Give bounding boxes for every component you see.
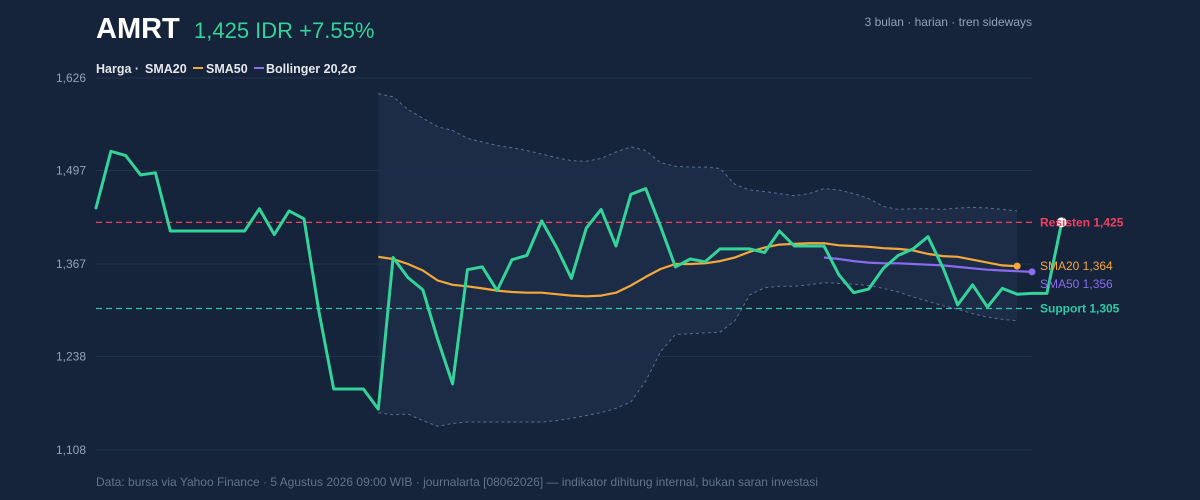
y-tick-label: 1,238 (56, 350, 86, 364)
legend-sma50: SMA50 (206, 62, 248, 76)
sma20-end-label: SMA20 1,364 (1040, 259, 1113, 273)
sma50-end-marker (1028, 268, 1036, 276)
ticker-title: AMRT (96, 13, 180, 45)
support-label: Support 1,305 (1040, 302, 1120, 316)
price-line (94, 149, 1064, 411)
annotations: Resisten 1,425 Support 1,305 SMA20 1,364 SM… (1040, 215, 1124, 315)
price-change: 1,425 IDR +7.55% (194, 18, 374, 43)
legend-bollinger: Bollinger 20,2σ (266, 62, 357, 76)
price-end-marker (1056, 217, 1067, 228)
sma20-end-marker (1013, 262, 1021, 270)
legend-harga: Harga · (96, 62, 139, 76)
series-lines (94, 149, 1067, 411)
legend: Harga · SMA20 SMA50 Bollinger 20,2σ (96, 62, 357, 76)
chart-subtitle: 3 bulan · harian · tren sideways (865, 15, 1032, 29)
legend-sma20: SMA20 (145, 62, 187, 76)
y-tick-label: 1,497 (56, 164, 86, 178)
y-tick-label: 1,108 (56, 443, 86, 457)
footer-source: Data: bursa via Yahoo Finance · 5 Agustu… (96, 475, 818, 489)
sma50-line (823, 256, 1033, 273)
y-tick-label: 1,367 (56, 257, 86, 271)
y-tick-label: 1,626 (56, 71, 86, 85)
sma50-end-label: SMA50 1,356 (1040, 277, 1113, 291)
resisten-label: Resisten 1,425 (1040, 215, 1124, 229)
bollinger-lower-line (378, 282, 1018, 427)
